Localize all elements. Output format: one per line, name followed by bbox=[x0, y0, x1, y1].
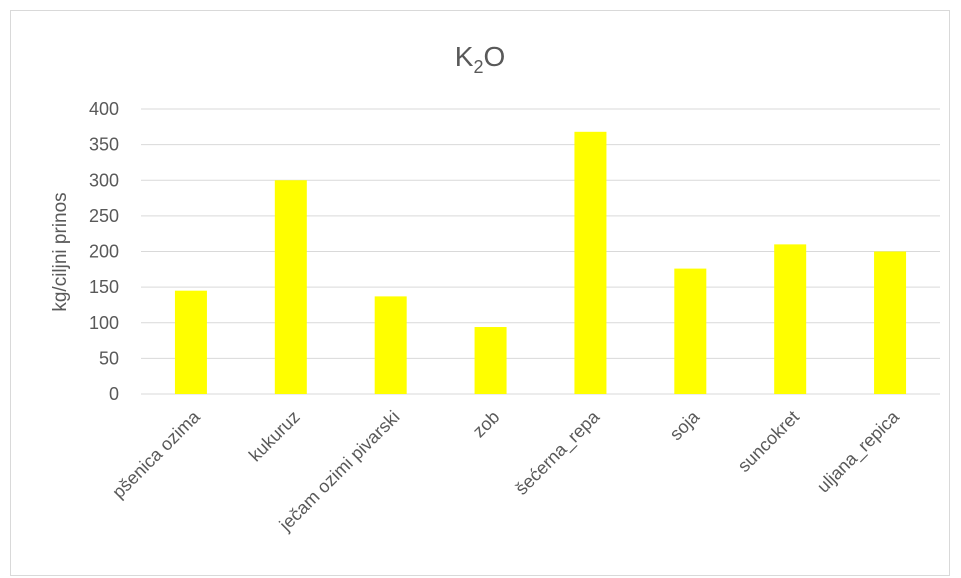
bar bbox=[174, 290, 207, 394]
y-axis-label: kg/ciljni prinos bbox=[50, 192, 71, 311]
y-tick-label: 100 bbox=[89, 313, 119, 333]
x-tick-label: pšenica ozima bbox=[108, 406, 204, 502]
chart-title: K2O bbox=[455, 41, 505, 77]
x-tick-label: soja bbox=[666, 406, 704, 444]
x-tick-label: suncokret bbox=[734, 407, 803, 476]
bar bbox=[774, 244, 807, 394]
gridlines bbox=[141, 108, 940, 395]
y-tick-labels: 0 50 100 150 200 250 300 350 400 bbox=[89, 99, 119, 404]
chart-title-suffix: O bbox=[483, 41, 505, 72]
chart-title-subscript: 2 bbox=[473, 57, 483, 77]
bar bbox=[574, 131, 607, 395]
y-tick-label: 350 bbox=[89, 135, 119, 155]
bar bbox=[374, 296, 407, 394]
x-tick-label: kukuruz bbox=[245, 407, 304, 466]
x-tick-label: uljana_repica bbox=[813, 406, 904, 497]
chart-title-main: K bbox=[455, 41, 474, 72]
y-tick-label: 150 bbox=[89, 277, 119, 297]
y-tick-label: 400 bbox=[89, 99, 119, 119]
x-tick-label: šećerna_repa bbox=[511, 406, 604, 499]
y-tick-label: 300 bbox=[89, 170, 119, 190]
bars bbox=[174, 131, 907, 395]
bar bbox=[274, 180, 307, 394]
y-tick-label: 50 bbox=[99, 348, 119, 368]
bar bbox=[674, 268, 707, 394]
bar bbox=[874, 251, 907, 394]
x-tick-label: zob bbox=[469, 407, 504, 442]
y-tick-label: 200 bbox=[89, 242, 119, 262]
y-tick-label: 0 bbox=[109, 384, 119, 404]
y-tick-label: 250 bbox=[89, 206, 119, 226]
bar bbox=[474, 327, 507, 394]
